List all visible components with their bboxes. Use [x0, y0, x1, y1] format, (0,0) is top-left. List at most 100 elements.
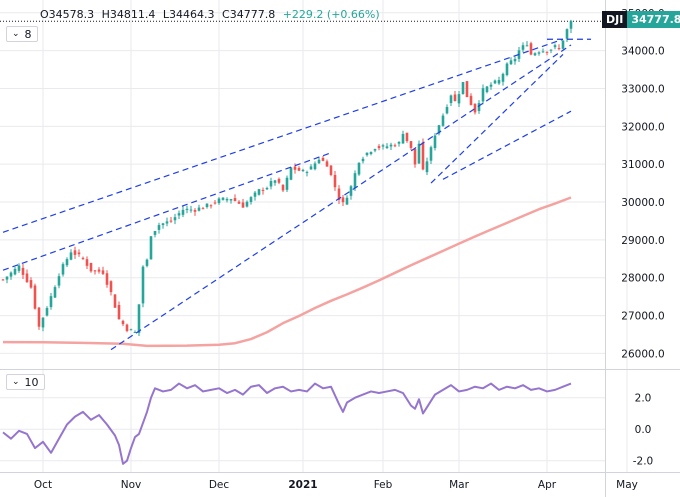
candle-body	[237, 201, 241, 204]
candle-body	[345, 197, 349, 205]
oscillator	[2, 382, 572, 465]
candle-body	[557, 48, 561, 50]
candle-body	[429, 147, 433, 161]
candle-body	[213, 202, 217, 204]
candle-body	[277, 178, 281, 183]
price-tick-label: 30000.0	[621, 197, 664, 209]
candle-body	[465, 81, 469, 98]
main-indicator-toggle[interactable]: ⌄ 8	[6, 26, 38, 42]
candle-body	[373, 149, 377, 151]
oscillator-tick-label: 0.0	[635, 424, 652, 436]
candle-body	[157, 225, 161, 230]
candle-body	[341, 197, 345, 203]
time-tick-label: May	[616, 479, 638, 491]
candle-body	[417, 143, 421, 164]
candle-body	[13, 268, 17, 275]
candle-body	[529, 43, 533, 55]
candle-body	[569, 21, 573, 29]
candle-body	[521, 45, 525, 50]
candle-body	[269, 181, 273, 187]
candle-body	[261, 189, 265, 191]
candle-body	[525, 45, 529, 47]
candle-body	[473, 103, 477, 113]
candle-body	[189, 209, 193, 211]
candle-body	[297, 167, 301, 171]
trend-lines[interactable]	[2, 38, 591, 351]
candle-body	[61, 264, 65, 275]
candle-body	[461, 82, 465, 94]
candle-body	[225, 198, 229, 201]
candle-body	[169, 220, 173, 222]
candle-body	[181, 209, 185, 215]
candle-body	[125, 324, 129, 331]
candle-body	[537, 52, 541, 54]
candle-body	[293, 166, 297, 170]
candle-body	[545, 51, 549, 53]
symbol-label: DJI	[602, 11, 628, 28]
candle-body	[377, 146, 381, 149]
price-axis-labels: 35000.034000.033000.032000.031000.030000…	[621, 8, 664, 361]
candle-body	[105, 273, 109, 285]
trend-line	[2, 152, 332, 271]
trend-line	[110, 44, 572, 351]
candle-body	[117, 304, 121, 320]
candle-body	[561, 40, 565, 49]
candle-body	[337, 188, 341, 200]
candle-body	[453, 94, 457, 102]
time-tick-label: Dec	[209, 479, 230, 491]
candle-body	[445, 107, 449, 114]
price-tick-label: 26000.0	[621, 348, 664, 360]
candle-body	[89, 262, 93, 272]
candle-body	[69, 252, 73, 260]
candle-body	[281, 184, 285, 191]
oscillator-axis-labels: 2.0 0.0 -2.0	[633, 393, 654, 468]
candle-body	[565, 29, 569, 39]
candle-body	[477, 103, 481, 111]
trend-line	[442, 110, 572, 180]
candle-body	[29, 280, 33, 288]
time-tick-label: Nov	[121, 479, 142, 491]
time-tick-label: Feb	[374, 479, 393, 491]
candle-body	[101, 270, 105, 274]
candle-body	[221, 197, 225, 200]
candle-body	[501, 73, 505, 82]
candle-body	[185, 208, 189, 210]
candle-body	[325, 161, 329, 167]
oscillator-line	[2, 382, 572, 465]
candle-body	[265, 187, 269, 190]
close-value: C34777.8	[222, 8, 276, 21]
low-value: L34464.3	[162, 8, 215, 21]
candle-body	[145, 259, 149, 266]
candle-body	[205, 203, 209, 208]
candle-body	[245, 201, 249, 207]
trend-line	[430, 53, 564, 184]
candle-body	[357, 162, 361, 175]
oscillator-tick-label: -2.0	[633, 456, 654, 468]
candle-body	[385, 146, 389, 148]
candle-body	[249, 197, 253, 203]
candle-body	[85, 259, 89, 266]
candle-body	[217, 198, 221, 204]
oscillator-indicator-label: 10	[24, 375, 39, 389]
candle-body	[549, 49, 553, 51]
oscillator-tick-label: 2.0	[635, 393, 652, 405]
candle-body	[165, 221, 169, 224]
candle-body	[481, 88, 485, 102]
candle-body	[229, 199, 233, 201]
candle-body	[389, 144, 393, 147]
candle-body	[149, 236, 153, 260]
price-tick-label: 33000.0	[621, 83, 664, 95]
candle-body	[381, 145, 385, 147]
chevron-down-icon[interactable]: ⌄	[12, 29, 20, 39]
candle-body	[25, 273, 29, 283]
oscillator-indicator-toggle[interactable]: ⌄ 10	[6, 374, 45, 390]
candle-body	[541, 51, 545, 53]
main-indicator-label: 8	[24, 27, 32, 41]
candle-body	[449, 95, 453, 104]
candle-body	[365, 152, 369, 156]
candle-body	[49, 296, 53, 308]
grid	[0, 0, 628, 472]
chevron-down-icon[interactable]: ⌄	[12, 377, 20, 387]
candle-body	[193, 210, 197, 212]
